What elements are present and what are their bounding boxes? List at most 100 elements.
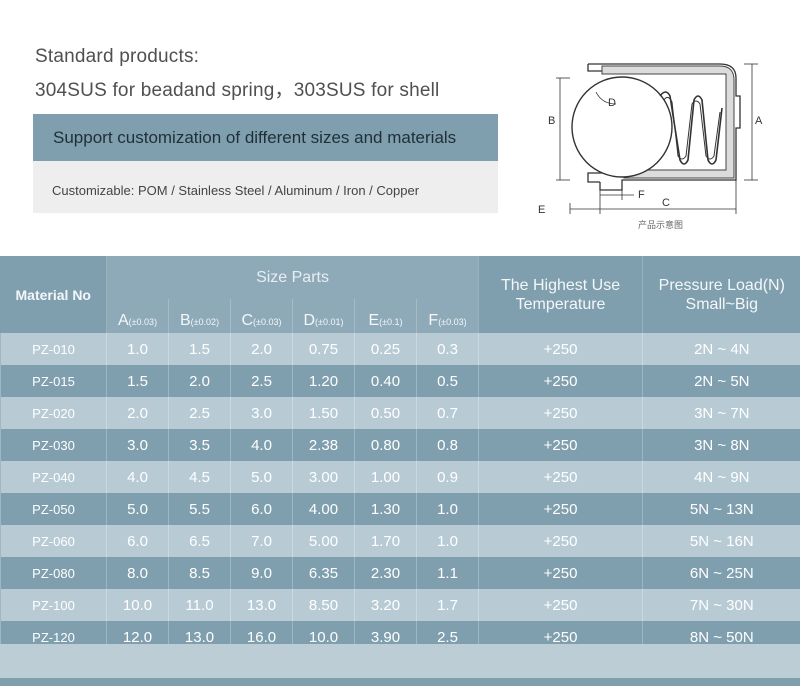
- size-cell: 6.0: [230, 493, 293, 525]
- temperature-cell: +250: [478, 365, 643, 397]
- col-tolerance: (±0.01): [315, 317, 344, 327]
- size-cell: 0.7: [415, 397, 479, 429]
- size-cell: 1.5: [106, 365, 169, 397]
- col-letter: F: [428, 312, 439, 329]
- size-cell: 1.1: [415, 557, 479, 589]
- material-spec-line: 304SUS for beadand spring，303SUS for she…: [35, 80, 440, 101]
- table-row: PZ-020 2.0 2.5 3.0 1.50 0.50 0.7 +250 3N ~ 7N: [0, 397, 800, 429]
- size-cell: 4.5: [168, 461, 231, 493]
- size-cell: 8.5: [168, 557, 231, 589]
- size-cell: 5.0: [230, 461, 293, 493]
- pressure-load-cell: 5N ~ 13N: [642, 493, 800, 525]
- table-row: PZ-015 1.5 2.0 2.5 1.20 0.40 0.5 +250 2N ~ 5N: [0, 365, 800, 397]
- size-cell: 0.3: [415, 333, 479, 365]
- size-cell: 3.0: [106, 429, 169, 461]
- material-no-cell: PZ-050: [0, 493, 107, 525]
- size-cell: 4.00: [292, 493, 355, 525]
- material-no-cell: PZ-060: [0, 525, 107, 557]
- pressure-load-cell: 2N ~ 4N: [642, 333, 800, 365]
- size-cell: 2.0: [168, 365, 231, 397]
- size-cell: 10.0: [106, 589, 169, 621]
- col-letter: D: [303, 312, 316, 329]
- size-cell: 2.5: [230, 365, 293, 397]
- temperature-header-line2: Temperature: [515, 295, 606, 313]
- pressure-load-cell: 6N ~ 25N: [642, 557, 800, 589]
- size-cell: 3.0: [230, 397, 293, 429]
- size-cell: 13.0: [230, 589, 293, 621]
- table-row: PZ-030 3.0 3.5 4.0 2.38 0.80 0.8 +250 3N ~ 8N: [0, 429, 800, 461]
- size-cell: 2.30: [354, 557, 417, 589]
- col-tolerance: (±0.1): [379, 317, 403, 327]
- pressure-load-header: Pressure Load(N) Small~Big: [642, 256, 800, 333]
- pressure-load-cell: 3N ~ 8N: [642, 429, 800, 461]
- size-cell: 3.5: [168, 429, 231, 461]
- ball-plunger-diagram: B A C E F D 产品示意图: [538, 63, 763, 231]
- col-tolerance: (±0.02): [190, 317, 220, 327]
- customization-banner: Support customization of different sizes…: [33, 114, 498, 161]
- size-cell: 1.0: [106, 333, 169, 365]
- col-tolerance: (±0.03): [253, 317, 282, 327]
- material-no-cell: PZ-100: [0, 589, 107, 621]
- col-letter: A: [117, 312, 129, 329]
- temperature-cell: +250: [478, 493, 643, 525]
- pressure-load-header-line1: Pressure Load(N): [658, 276, 785, 294]
- size-cell: 0.75: [292, 333, 355, 365]
- temperature-cell: +250: [478, 429, 643, 461]
- temperature-cell: +250: [478, 397, 643, 429]
- size-cell: 1.30: [354, 493, 417, 525]
- size-cell: 5.5: [168, 493, 231, 525]
- size-cell: 1.50: [292, 397, 355, 429]
- size-cell: 0.40: [354, 365, 417, 397]
- col-letter: C: [241, 312, 254, 329]
- spec-table-body: PZ-010 1.0 1.5 2.0 0.75 0.25 0.3 +250 2N ~ 4N PZ-…: [0, 333, 800, 653]
- material-no-cell: PZ-080: [0, 557, 107, 589]
- size-cell: 8.0: [106, 557, 169, 589]
- temperature-cell: +250: [478, 589, 643, 621]
- size-cell: 3.00: [292, 461, 355, 493]
- size-cell: 0.8: [415, 429, 479, 461]
- pressure-load-cell: 7N ~ 30N: [642, 589, 800, 621]
- dim-label-c: C: [662, 197, 670, 209]
- material-no-cell: PZ-010: [0, 333, 107, 365]
- size-cell: 0.50: [354, 397, 417, 429]
- size-cell: 1.0: [415, 493, 479, 525]
- col-tolerance: (±0.03): [438, 317, 467, 327]
- col-header-f: F(±0.03): [415, 299, 479, 333]
- temperature-cell: +250: [478, 333, 643, 365]
- table-row: PZ-010 1.0 1.5 2.0 0.75 0.25 0.3 +250 2N ~ 4N: [0, 333, 800, 365]
- customizable-materials: Customizable: POM / Stainless Steel / Al…: [33, 161, 498, 213]
- spec-table: Material No Size Parts The Highest Use T…: [0, 256, 800, 653]
- size-cell: 6.5: [168, 525, 231, 557]
- size-parts-header: Size Parts: [106, 256, 479, 299]
- col-header-c: C(±0.03): [230, 299, 293, 333]
- temperature-header: The Highest Use Temperature: [478, 256, 643, 333]
- temperature-header-line1: The Highest Use: [500, 276, 621, 294]
- size-cell: 2.0: [106, 397, 169, 429]
- material-no-cell: PZ-015: [0, 365, 107, 397]
- pressure-load-cell: 4N ~ 9N: [642, 461, 800, 493]
- diagram-caption: 产品示意图: [638, 219, 683, 231]
- dim-label-a: A: [755, 115, 763, 127]
- size-cell: 5.0: [106, 493, 169, 525]
- size-cell: 0.5: [415, 365, 479, 397]
- size-cell: 1.0: [415, 525, 479, 557]
- col-letter: B: [179, 312, 191, 329]
- table-row: PZ-080 8.0 8.5 9.0 6.35 2.30 1.1 +250 6N ~ 25N: [0, 557, 800, 589]
- pressure-load-cell: 2N ~ 5N: [642, 365, 800, 397]
- col-header-b: B(±0.02): [168, 299, 231, 333]
- material-no-cell: PZ-040: [0, 461, 107, 493]
- spec-table-container: Material No Size Parts The Highest Use T…: [0, 256, 800, 686]
- size-cell: 4.0: [230, 429, 293, 461]
- size-cell: 1.70: [354, 525, 417, 557]
- size-cell: 6.35: [292, 557, 355, 589]
- size-cell: 0.25: [354, 333, 417, 365]
- size-cell: 1.7: [415, 589, 479, 621]
- table-row: PZ-050 5.0 5.5 6.0 4.00 1.30 1.0 +250 5N ~ 13N: [0, 493, 800, 525]
- size-cell: 9.0: [230, 557, 293, 589]
- table-footer-band: [0, 644, 800, 678]
- material-no-header: Material No: [0, 256, 107, 333]
- col-tolerance: (±0.03): [128, 317, 158, 327]
- temperature-cell: +250: [478, 557, 643, 589]
- pressure-load-header-line2: Small~Big: [685, 295, 759, 313]
- size-cell: 2.5: [168, 397, 231, 429]
